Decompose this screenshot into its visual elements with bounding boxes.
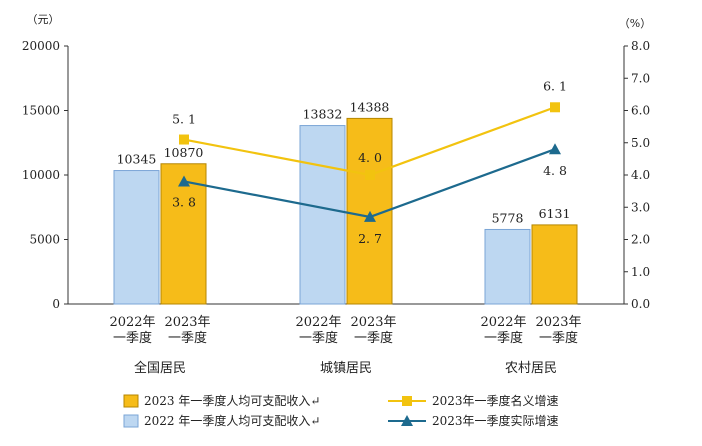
bar-2022-1	[299, 125, 346, 305]
bar-value-label: 13832	[303, 107, 343, 122]
legend-swatch	[123, 394, 139, 408]
category-sublabel: 2023年	[164, 315, 210, 330]
category-sublabel: 一季度	[484, 330, 523, 346]
right-tick-label: 5.0	[631, 136, 650, 150]
category-sublabel: 2023年	[535, 315, 581, 330]
bar-2023-0	[160, 163, 207, 305]
bar-value-label: 5778	[492, 210, 524, 225]
bar-value-label: 10345	[117, 152, 157, 167]
line-value-label: 4. 0	[358, 150, 382, 165]
right-tick-label: 1.0	[631, 265, 650, 279]
line-marker-square	[179, 134, 189, 145]
line-value-label: 3. 8	[172, 194, 196, 209]
bar-value-label: 6131	[539, 206, 571, 221]
legend-marker-square	[402, 396, 412, 406]
category-sublabel: 一季度	[299, 330, 338, 346]
left-tick-label: 15000	[22, 104, 60, 118]
category-sublabel: 一季度	[539, 330, 578, 346]
left-tick-label: 20000	[22, 39, 60, 53]
line-marker-square	[365, 170, 375, 180]
bar-2022-2	[484, 228, 531, 305]
category-sublabel: 2023年	[350, 315, 396, 330]
category-sublabel: 2022年	[480, 315, 526, 330]
legend-label: 2023年一季度实际增速	[432, 413, 559, 428]
right-tick-label: 2.0	[631, 233, 650, 247]
right-tick-label: 4.0	[631, 168, 650, 182]
right-axis-unit: （%）	[619, 17, 651, 30]
bar-2022-0	[113, 170, 160, 305]
line-marker-square	[550, 102, 560, 113]
bar-value-label: 14388	[350, 99, 390, 114]
bar-value-label: 10870	[164, 145, 204, 160]
right-tick-label: 3.0	[631, 200, 650, 214]
legend-label: 2022 年一季度人均可支配收入↵	[144, 413, 320, 428]
category-sublabel: 2022年	[109, 315, 155, 330]
left-axis-unit: （元）	[27, 13, 60, 26]
line-value-label: 2. 7	[358, 231, 382, 246]
line-value-label: 5. 1	[172, 112, 196, 127]
category-sublabel: 一季度	[168, 330, 207, 346]
left-tick-label: 0	[52, 297, 60, 311]
line-marker-triangle	[549, 143, 561, 155]
category-label: 全国居民	[134, 360, 186, 376]
category-label: 城镇居民	[320, 361, 372, 376]
legend-marker-triangle	[401, 415, 413, 426]
legend-swatch	[123, 414, 139, 428]
left-tick-label: 10000	[22, 168, 60, 182]
right-tick-label: 8.0	[631, 39, 650, 53]
line-value-label: 4. 8	[543, 163, 567, 178]
line-value-label: 6. 1	[543, 78, 567, 93]
left-tick-label: 5000	[29, 233, 60, 247]
category-sublabel: 一季度	[354, 330, 393, 346]
category-sublabel: 一季度	[113, 330, 152, 346]
right-tick-label: 0.0	[631, 297, 650, 311]
line-marker-triangle	[364, 210, 376, 222]
category-label: 农村居民	[505, 361, 557, 376]
right-tick-label: 7.0	[631, 71, 650, 85]
category-sublabel: 2022年	[295, 315, 341, 330]
legend-label: 2023 年一季度人均可支配收入↵	[144, 393, 320, 408]
right-tick-label: 6.0	[631, 104, 650, 118]
legend-label: 2023年一季度名义增速	[432, 393, 559, 408]
line-marker-triangle	[178, 175, 190, 187]
bar-2023-2	[531, 224, 578, 305]
